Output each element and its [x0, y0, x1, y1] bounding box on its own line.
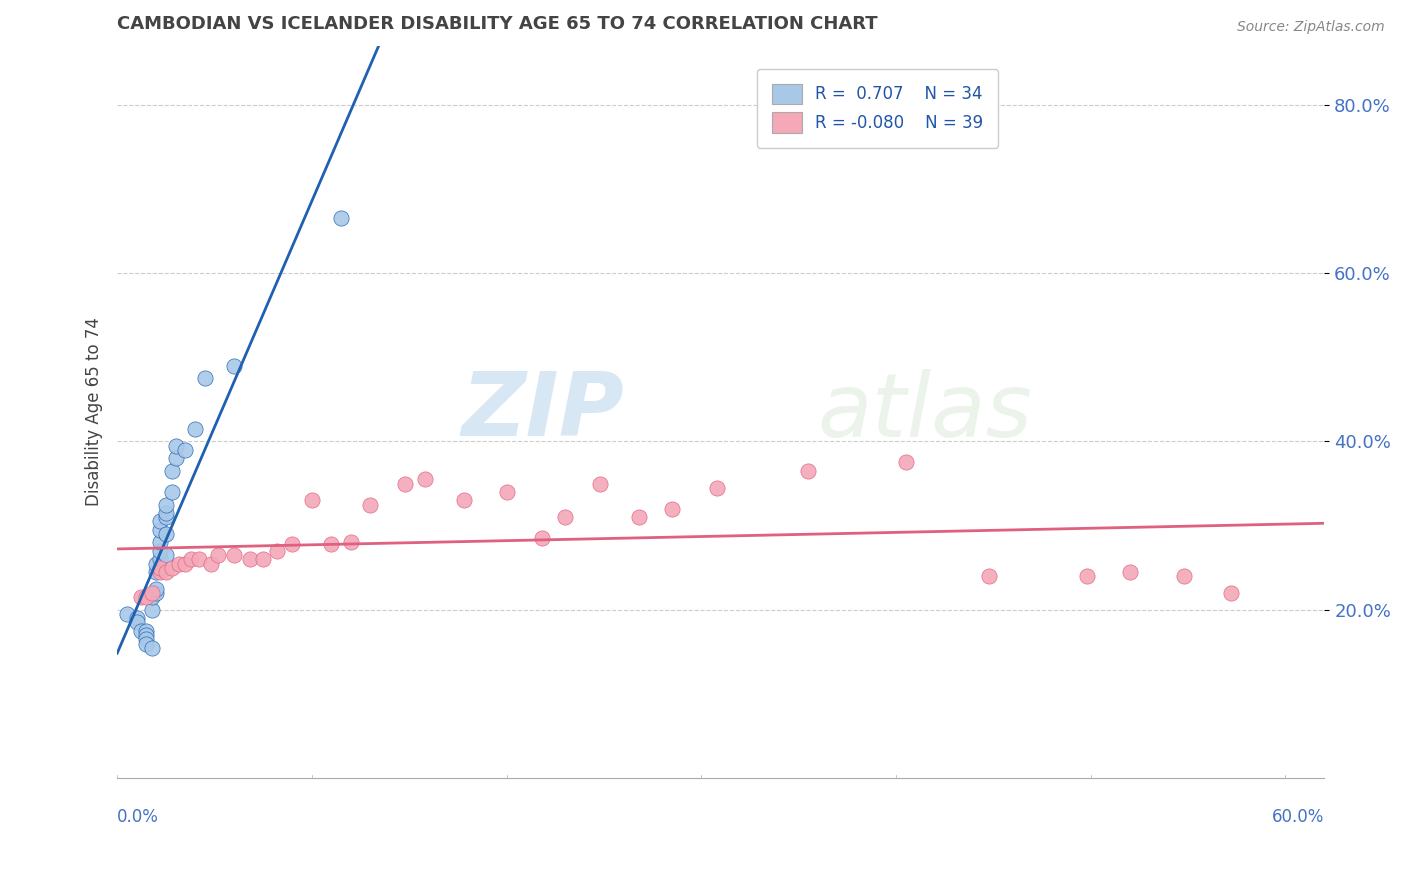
- Text: Source: ZipAtlas.com: Source: ZipAtlas.com: [1237, 21, 1385, 34]
- Point: [797, 464, 820, 478]
- Point: [165, 439, 187, 453]
- Text: atlas: atlas: [817, 369, 1032, 455]
- Point: [155, 527, 177, 541]
- Point: [155, 506, 177, 520]
- Point: [252, 552, 274, 566]
- Point: [169, 557, 191, 571]
- Point: [627, 510, 650, 524]
- Point: [149, 535, 172, 549]
- Point: [894, 455, 917, 469]
- Point: [1173, 569, 1195, 583]
- Point: [207, 548, 229, 562]
- Point: [180, 552, 202, 566]
- Point: [149, 523, 172, 537]
- Text: CAMBODIAN VS ICELANDER DISABILITY AGE 65 TO 74 CORRELATION CHART: CAMBODIAN VS ICELANDER DISABILITY AGE 65…: [117, 15, 877, 33]
- Point: [413, 472, 436, 486]
- Point: [301, 493, 323, 508]
- Text: 60.0%: 60.0%: [1272, 808, 1324, 826]
- Point: [141, 640, 163, 655]
- Point: [266, 544, 288, 558]
- Point: [188, 552, 211, 566]
- Point: [661, 501, 683, 516]
- Point: [149, 552, 172, 566]
- Point: [1118, 565, 1140, 579]
- Point: [281, 537, 304, 551]
- Point: [1219, 586, 1241, 600]
- Point: [706, 481, 728, 495]
- Point: [135, 591, 157, 605]
- Point: [149, 565, 172, 579]
- Point: [160, 464, 183, 478]
- Point: [394, 476, 416, 491]
- Point: [145, 582, 167, 596]
- Point: [149, 544, 172, 558]
- Point: [155, 565, 177, 579]
- Point: [200, 557, 222, 571]
- Point: [174, 442, 197, 457]
- Point: [1076, 569, 1098, 583]
- Point: [155, 510, 177, 524]
- Point: [589, 476, 612, 491]
- Point: [222, 359, 245, 373]
- Point: [554, 510, 576, 524]
- Point: [160, 485, 183, 500]
- Point: [160, 560, 183, 574]
- Point: [145, 565, 167, 579]
- Point: [135, 632, 157, 647]
- Point: [359, 498, 381, 512]
- Point: [141, 591, 163, 605]
- Point: [149, 515, 172, 529]
- Point: [145, 557, 167, 571]
- Point: [115, 607, 138, 621]
- Point: [165, 451, 187, 466]
- Point: [135, 624, 157, 638]
- Point: [145, 586, 167, 600]
- Point: [135, 636, 157, 650]
- Point: [155, 548, 177, 562]
- Point: [149, 560, 172, 574]
- Point: [495, 485, 517, 500]
- Point: [129, 591, 152, 605]
- Point: [340, 535, 363, 549]
- Point: [174, 557, 197, 571]
- Point: [330, 211, 353, 226]
- Y-axis label: Disability Age 65 to 74: Disability Age 65 to 74: [86, 318, 103, 507]
- Text: 0.0%: 0.0%: [117, 808, 159, 826]
- Point: [125, 611, 148, 625]
- Point: [141, 586, 163, 600]
- Point: [141, 603, 163, 617]
- Point: [321, 537, 343, 551]
- Point: [530, 531, 553, 545]
- Legend: R =  0.707    N = 34, R = -0.080    N = 39: R = 0.707 N = 34, R = -0.080 N = 39: [756, 69, 998, 148]
- Point: [222, 548, 245, 562]
- Point: [979, 569, 1001, 583]
- Point: [453, 493, 475, 508]
- Point: [155, 498, 177, 512]
- Point: [125, 615, 148, 630]
- Text: ZIP: ZIP: [461, 368, 624, 456]
- Point: [135, 628, 157, 642]
- Point: [129, 624, 152, 638]
- Point: [239, 552, 262, 566]
- Point: [194, 371, 217, 385]
- Point: [184, 422, 207, 436]
